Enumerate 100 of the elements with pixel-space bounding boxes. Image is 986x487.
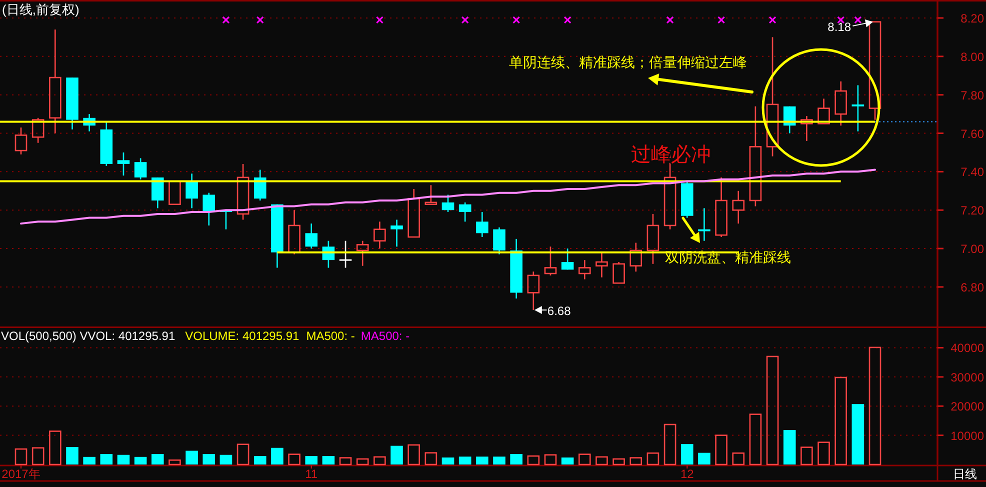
bar — [834, 376, 847, 466]
bar — [442, 457, 454, 464]
candlestick — [715, 176, 728, 238]
bar — [612, 458, 625, 466]
chart-title: (日线,前复权) — [2, 2, 80, 17]
candlestick — [424, 184, 438, 205]
bar — [32, 447, 44, 466]
candlestick — [151, 176, 164, 209]
annotation: MA500: - — [306, 329, 355, 343]
y-tick-label: 8.20 — [960, 11, 984, 26]
candlestick — [49, 28, 62, 134]
candlestick — [390, 219, 403, 248]
bar — [168, 459, 181, 466]
candlestick — [852, 84, 864, 132]
y-tick-label: 10000 — [950, 428, 984, 443]
bar — [339, 457, 352, 466]
bar — [852, 404, 864, 464]
candlestick — [476, 211, 488, 238]
bar — [818, 442, 830, 466]
candlestick — [766, 36, 779, 157]
bar — [458, 456, 472, 464]
y-tick-label: 8.00 — [960, 50, 984, 64]
bar — [698, 452, 710, 464]
bar — [83, 456, 96, 464]
bar — [322, 456, 335, 464]
y-tick-label: 7.60 — [960, 126, 984, 141]
bar — [578, 454, 591, 466]
bar — [374, 456, 386, 466]
y-tick-label: 7.40 — [960, 165, 984, 180]
candlestick — [732, 190, 745, 224]
y-tick-label: 6.80 — [960, 280, 984, 294]
bar — [305, 456, 318, 464]
bar — [117, 454, 130, 464]
annotation: MA500: - — [360, 329, 410, 343]
y-tick-label: 30000 — [950, 370, 984, 384]
bar — [424, 452, 438, 466]
bar — [476, 456, 488, 464]
bar — [596, 456, 608, 466]
candlestick — [458, 202, 472, 222]
bar — [800, 446, 813, 466]
bar — [236, 444, 250, 466]
annotation: 6.68 — [547, 304, 572, 318]
y-tick-label: 40000 — [950, 341, 984, 356]
bar — [783, 430, 796, 464]
x-tick-label: 2017年 — [2, 467, 40, 481]
bar — [544, 454, 557, 466]
bar — [271, 448, 284, 464]
bar — [49, 430, 62, 466]
bar — [749, 414, 762, 466]
bar — [186, 450, 198, 464]
candlestick — [561, 248, 574, 270]
chart-title: VOL(500,500) VVOL: 401295.91 — [1, 329, 176, 343]
candlestick — [356, 240, 369, 266]
x-tick-label: 11 — [305, 467, 318, 481]
candlestick — [254, 169, 266, 202]
bar — [356, 458, 369, 466]
candlestick — [834, 80, 847, 126]
bar — [868, 346, 882, 466]
bar — [14, 448, 28, 466]
bar — [561, 457, 574, 464]
annotation: 8.18 — [828, 20, 852, 34]
annotation: VOLUME: 401295.91 — [185, 329, 300, 343]
bar — [66, 446, 78, 464]
candlestick — [374, 220, 386, 250]
bar — [254, 456, 266, 464]
y-tick-label: 20000 — [950, 400, 984, 414]
y-tick-label: 7.00 — [960, 242, 984, 256]
annotation: 单阴连续、精准踩线；倍量伸缩过左峰 — [509, 54, 747, 70]
bar — [766, 356, 779, 466]
bar — [732, 452, 745, 466]
bar — [408, 444, 420, 466]
candlestick — [818, 98, 830, 124]
bar — [202, 454, 216, 464]
candlestick — [493, 226, 506, 255]
candlestick — [578, 259, 591, 280]
bar — [390, 446, 403, 464]
candlestick — [408, 188, 420, 238]
y-tick-label: 7.80 — [960, 88, 984, 102]
bar — [151, 454, 164, 464]
bar — [664, 424, 676, 466]
candlestick — [134, 158, 147, 180]
x-tick-label: 12 — [680, 467, 694, 481]
y-tick-label: 7.20 — [960, 204, 984, 218]
candlestick — [596, 252, 608, 278]
bar — [630, 457, 642, 466]
bar — [680, 444, 694, 464]
line-series — [20, 168, 876, 225]
text: 日线 — [953, 467, 977, 481]
candlestick — [117, 152, 130, 176]
bar — [220, 454, 232, 464]
candlestick — [612, 261, 625, 284]
bar — [100, 454, 113, 464]
candlestick — [442, 194, 454, 213]
candlestick — [800, 115, 813, 142]
candlestick — [186, 172, 198, 209]
bar — [288, 454, 300, 466]
bar — [134, 456, 147, 464]
candlestick — [338, 240, 352, 268]
candlestick — [630, 242, 642, 272]
bar — [646, 452, 660, 466]
